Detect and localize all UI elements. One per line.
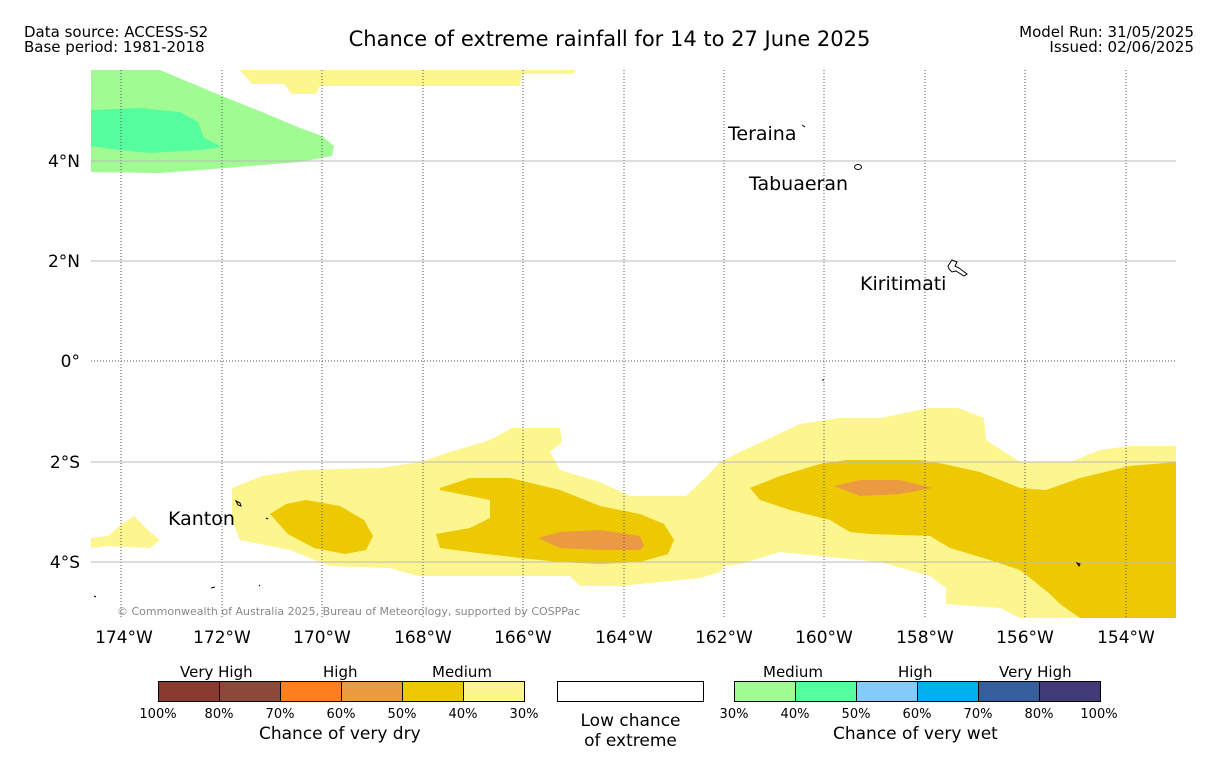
- tabuaeran-island: [854, 164, 862, 170]
- x-tick-label: 162°W: [695, 628, 753, 648]
- x-tick-label: 166°W: [494, 628, 552, 648]
- place-label-tabuaeran: Tabuaeran: [748, 173, 848, 195]
- legend-low-label: Low chance of extreme: [557, 711, 704, 751]
- small-island-d: [93, 595, 97, 598]
- island-outlines: [93, 124, 1081, 598]
- legend-wet-tick: 80%: [1024, 707, 1054, 722]
- base-period-label: Base period: 1981-2018: [24, 38, 205, 56]
- x-tick-label: 164°W: [595, 628, 653, 648]
- legend-dry-tick: 30%: [509, 707, 539, 722]
- legend-wet-tick: 60%: [902, 707, 932, 722]
- legend-low-swatch: [557, 681, 704, 702]
- small-island-f: [1075, 562, 1081, 567]
- issued-label: Issued: 02/06/2025: [1049, 38, 1194, 56]
- map-title: Chance of extreme rainfall for 14 to 27 …: [348, 27, 871, 51]
- y-tick-label: 2°S: [50, 453, 80, 473]
- legend-dry-category: High: [323, 663, 358, 681]
- legend-wet-tick: 70%: [963, 707, 993, 722]
- legend-wet-swatch: [978, 681, 1040, 702]
- y-tick-label: 2°N: [48, 252, 80, 272]
- legend-wet-tick: 40%: [780, 707, 810, 722]
- copyright-text: © Commonwealth of Australia 2025, Bureau…: [117, 605, 580, 618]
- legend-dry-title: Chance of very dry: [259, 724, 421, 744]
- x-tick-label: 172°W: [193, 628, 251, 648]
- legend-dry-category: Very High: [180, 663, 253, 681]
- x-tick-label: 156°W: [996, 628, 1054, 648]
- legend-wet-tick: 100%: [1080, 707, 1118, 722]
- legend-dry-swatch: [402, 681, 464, 702]
- data-source-label: Data source: ACCESS-S2: [24, 23, 209, 41]
- legend-dry-swatch: [463, 681, 525, 702]
- legend-wet-tick: 50%: [841, 707, 871, 722]
- legend-wet-swatch: [1039, 681, 1101, 702]
- legend-wet-swatch: [795, 681, 857, 702]
- legend-wet-title: Chance of very wet: [833, 724, 998, 744]
- place-label-kiritimati: Kiritimati: [860, 273, 946, 295]
- model-run-label: Model Run: 31/05/2025: [1019, 23, 1194, 41]
- teraina-island: [801, 124, 806, 128]
- legend-dry-tick: 60%: [326, 707, 356, 722]
- legend-wet-category: Medium: [763, 663, 823, 681]
- map-fills: [91, 70, 1176, 618]
- legend-wet-category: Very High: [999, 663, 1072, 681]
- legend-dry-swatch: [341, 681, 403, 702]
- x-tick-label: 158°W: [896, 628, 954, 648]
- dry-north-light-region: [240, 70, 576, 94]
- parallel-gridlines: [91, 160, 1176, 563]
- legend-wet-swatch: [734, 681, 796, 702]
- x-tick-label: 174°W: [95, 628, 153, 648]
- wet-medium-region: [91, 108, 222, 153]
- x-tick-label: 154°W: [1097, 628, 1155, 648]
- place-label-teraina: Teraina: [727, 123, 797, 145]
- legend-wet-swatch: [917, 681, 979, 702]
- legend-dry-swatch: [280, 681, 342, 702]
- y-tick-label: 4°S: [50, 553, 80, 573]
- dry-high-east-region: [834, 480, 932, 496]
- place-label-kanton: Kanton: [168, 508, 235, 530]
- dry-high-central-region: [538, 530, 644, 550]
- legend-dry-tick: 70%: [265, 707, 295, 722]
- legend-wet-tick: 30%: [719, 707, 749, 722]
- legend-low-line1: Low chance: [580, 711, 681, 731]
- dry-south-light-main: [232, 408, 1176, 618]
- y-tick-label: 0°: [61, 352, 80, 372]
- x-tick-label: 160°W: [795, 628, 853, 648]
- meridian-gridlines: [120, 70, 1127, 618]
- legend-dry-swatch: [158, 681, 220, 702]
- x-tick-label: 170°W: [293, 628, 351, 648]
- x-tick-label: 168°W: [394, 628, 452, 648]
- legend-wet-category: High: [898, 663, 933, 681]
- legend-dry-tick: 50%: [387, 707, 417, 722]
- dry-south-light-region: [91, 516, 160, 548]
- kanton-island: [234, 499, 242, 507]
- small-island-a: [265, 517, 269, 520]
- kiritimati-island: [947, 259, 968, 277]
- legend-dry-tick: 100%: [139, 707, 177, 722]
- small-island-c: [258, 584, 261, 587]
- legend-dry-tick: 40%: [448, 707, 478, 722]
- small-island-b: [210, 586, 216, 589]
- y-tick-label: 4°N: [48, 152, 80, 172]
- legend-low-line2: of extreme: [584, 731, 677, 751]
- legend-wet-swatch: [856, 681, 918, 702]
- dry-medium-east-region: [750, 460, 1176, 618]
- legend-dry-tick: 80%: [204, 707, 234, 722]
- legend-dry-swatch: [219, 681, 281, 702]
- legend-dry-category: Medium: [432, 663, 492, 681]
